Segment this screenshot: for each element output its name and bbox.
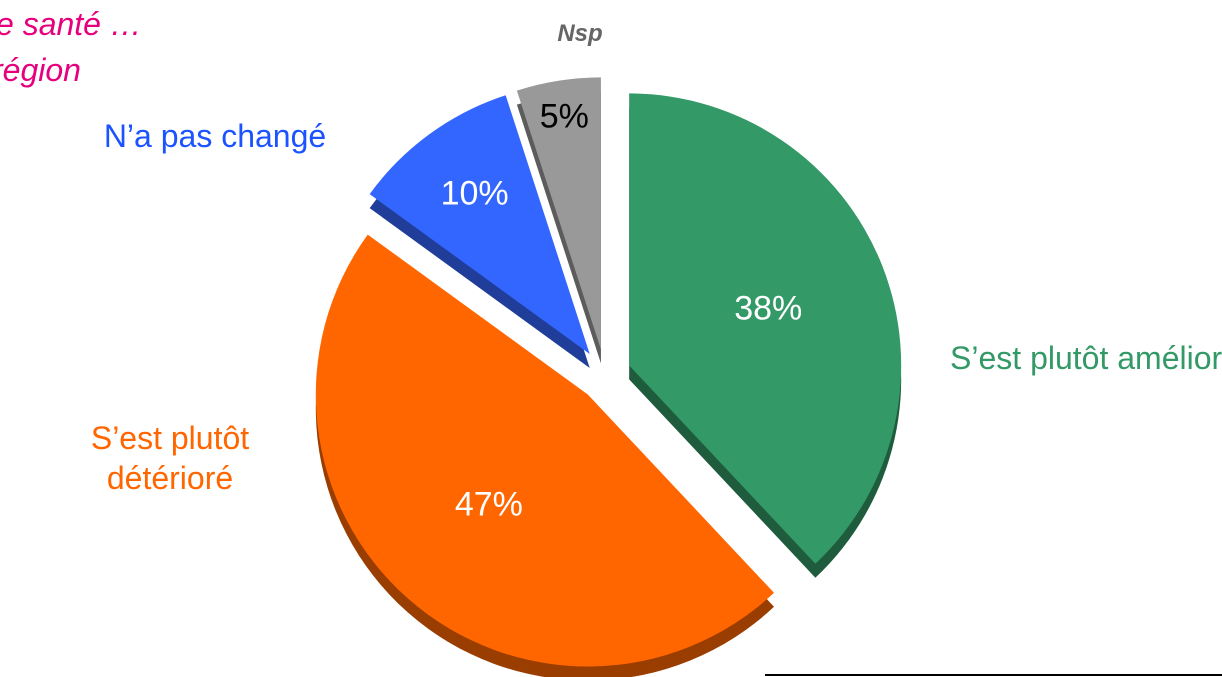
slice xyxy=(516,77,601,350)
value-label: 10% xyxy=(441,175,509,213)
slice xyxy=(629,93,902,564)
category-label: Nsp xyxy=(557,20,603,47)
category-label: S’est plutôt détérioré xyxy=(90,420,250,496)
annotation: région xyxy=(0,52,81,88)
value-label: 38% xyxy=(734,289,802,327)
annotation: e santé … xyxy=(0,6,142,42)
category-label: N’a pas changé xyxy=(103,118,327,154)
slice xyxy=(369,95,590,354)
slice xyxy=(315,234,775,667)
value-label: 5% xyxy=(540,97,589,135)
category-label: S’est plutôt amélioré xyxy=(950,340,1222,376)
value-label: 47% xyxy=(455,486,523,524)
